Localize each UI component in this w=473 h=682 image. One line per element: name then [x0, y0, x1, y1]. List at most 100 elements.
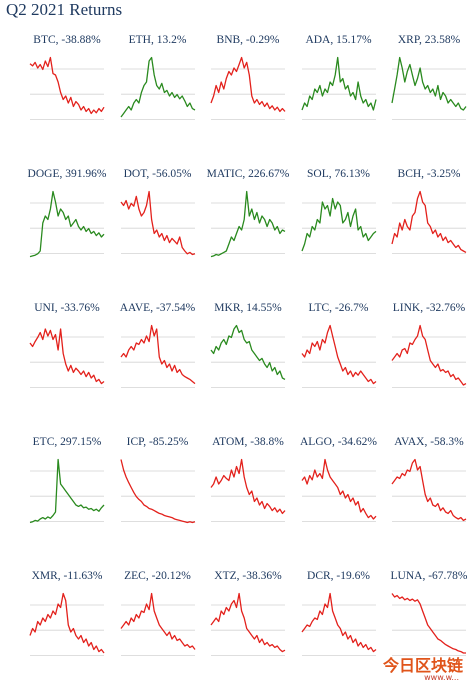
sparkline-chart [300, 592, 376, 656]
sparkline-chart [210, 56, 286, 120]
chart-title: XRP, 23.58% [397, 34, 461, 46]
chart-cell-algo: ALGO, -34.62% [294, 402, 384, 522]
sparkline-chart [119, 459, 195, 524]
price-series-line [210, 56, 286, 113]
sparkline-chart [391, 56, 467, 120]
price-series-line [210, 190, 286, 258]
price-series-line [119, 190, 195, 256]
sparkline-chart [210, 458, 286, 522]
sparkline-chart [119, 56, 195, 120]
price-series-line [300, 56, 377, 111]
chart-cell-atom: ATOM, -38.8% [203, 402, 293, 522]
chart-title: DOT, -56.05% [123, 168, 192, 180]
chart-cell-eth: ETH, 13.2% [113, 0, 203, 120]
chart-cell-ltc: LTC, -26.7% [294, 268, 384, 388]
chart-cell-zec: ZEC, -20.12% [113, 536, 203, 656]
price-series-line [391, 458, 467, 522]
chart-title: MKR, 14.55% [214, 302, 282, 314]
chart-title: ZEC, -20.12% [124, 570, 191, 582]
chart-cell-xtz: XTZ, -38.36% [203, 536, 293, 656]
watermark-logo: 今日区块链 [382, 656, 463, 675]
price-series-line [119, 56, 195, 118]
chart-cell-xmr: XMR, -11.63% [22, 536, 112, 656]
chart-title: BTC, -38.88% [33, 34, 101, 46]
sparkline-chart [29, 592, 105, 656]
chart-title: BCH, -3.25% [397, 168, 461, 180]
chart-title: ETH, 13.2% [128, 34, 187, 46]
price-series-line [391, 56, 467, 111]
chart-title: BNB, -0.29% [216, 34, 280, 46]
chart-cell-sol: SOL, 76.13% [294, 134, 384, 254]
sparkline-chart [300, 324, 376, 388]
chart-title: SOL, 76.13% [307, 168, 370, 180]
price-series-line [300, 197, 376, 252]
chart-title: ALGO, -34.62% [300, 436, 377, 448]
sparkline-chart [391, 593, 466, 656]
sparkline-chart [300, 197, 376, 254]
sparkline-chart [119, 592, 196, 656]
chart-cell-bch: BCH, -3.25% [384, 134, 473, 254]
sparkline-chart [210, 324, 286, 388]
chart-title: DOGE, 391.96% [27, 168, 107, 180]
chart-title: ICP, -85.25% [126, 436, 189, 448]
chart-cell-mkr: MKR, 14.55% [203, 268, 293, 388]
chart-title: AAVE, -37.54% [119, 302, 196, 314]
sparkline-chart [300, 56, 377, 120]
chart-cell-matic: MATIC, 226.67% [203, 134, 293, 258]
sparkline-chart [210, 592, 286, 656]
price-series-line [29, 458, 105, 524]
price-series-line [210, 592, 286, 653]
chart-cell-bnb: BNB, -0.29% [203, 0, 293, 120]
chart-title: ADA, 15.17% [305, 34, 372, 46]
chart-cell-xrp: XRP, 23.58% [384, 0, 473, 120]
price-series-line [210, 458, 286, 515]
sparkline-chart [210, 190, 286, 258]
watermark-subtext: www.w... [424, 673, 459, 682]
chart-title: ETC, 297.15% [32, 436, 102, 448]
price-series-line [29, 190, 105, 258]
chart-title: LTC, -26.7% [308, 302, 369, 314]
chart-cell-luna: LUNA, -67.78% [384, 536, 473, 656]
price-series-line [119, 324, 195, 385]
price-series-line [210, 324, 286, 380]
price-series-line [119, 592, 196, 650]
sparkline-chart [29, 56, 105, 120]
sparkline-chart [29, 190, 105, 258]
page-title: Q2 2021 Returns [6, 0, 123, 19]
chart-title: XTZ, -38.36% [214, 570, 282, 582]
chart-cell-aave: AAVE, -37.54% [113, 268, 203, 388]
price-series-line [29, 328, 105, 385]
chart-title: DCR, -19.6% [307, 570, 370, 582]
chart-cell-link: LINK, -32.76% [384, 268, 473, 388]
chart-cell-avax: AVAX, -58.3% [384, 402, 473, 522]
sparkline-chart [300, 458, 376, 522]
price-series-line [300, 324, 376, 385]
chart-title: AVAX, -58.3% [394, 436, 464, 448]
chart-title: UNI, -33.76% [34, 302, 100, 314]
chart-title: LUNA, -67.78% [390, 570, 468, 582]
price-series-line [300, 592, 376, 653]
sparkline-chart [119, 324, 195, 388]
chart-title: ATOM, -38.8% [212, 436, 284, 448]
chart-title: MATIC, 226.67% [206, 168, 290, 180]
chart-cell-btc: BTC, -38.88% [22, 0, 112, 120]
chart-cell-dcr: DCR, -19.6% [294, 536, 384, 656]
price-series-line [300, 458, 376, 520]
price-series-line [29, 592, 105, 654]
chart-cell-uni: UNI, -33.76% [22, 268, 112, 388]
chart-cell-ada: ADA, 15.17% [294, 0, 384, 120]
sparkline-chart [391, 324, 467, 388]
price-series-line [119, 459, 195, 524]
chart-cell-doge: DOGE, 391.96% [22, 134, 112, 258]
price-series-line [391, 593, 466, 654]
chart-cell-dot: DOT, -56.05% [113, 134, 203, 256]
sparkline-chart [391, 190, 467, 254]
price-series-line [391, 324, 467, 386]
sparkline-chart [391, 458, 467, 522]
sparkline-chart [29, 328, 105, 388]
chart-title: XMR, -11.63% [31, 570, 103, 582]
chart-title: LINK, -32.76% [392, 302, 466, 314]
chart-cell-etc: ETC, 297.15% [22, 402, 112, 524]
price-series-line [391, 190, 467, 253]
